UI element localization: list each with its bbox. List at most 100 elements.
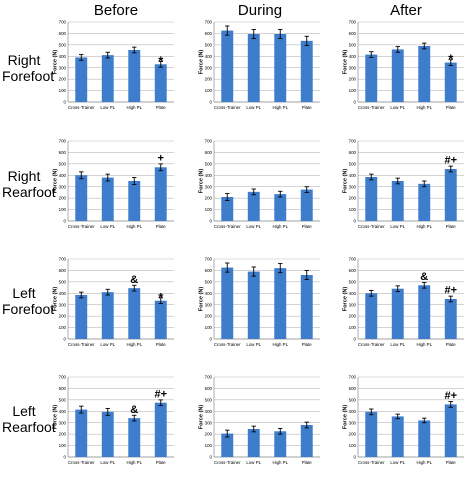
y-tick-label: 700 [205, 257, 213, 262]
y-tick-label: 400 [205, 409, 213, 414]
y-tick-label: 200 [349, 314, 357, 319]
y-tick-label: 0 [210, 455, 213, 460]
y-tick-label: 500 [59, 397, 67, 402]
bar [75, 175, 88, 221]
y-tick-label: 500 [59, 42, 67, 47]
y-tick-label: 400 [349, 409, 357, 414]
x-tick-label: Low PL [100, 224, 115, 229]
y-tick-label: 400 [205, 291, 213, 296]
y-tick-label: 600 [59, 268, 67, 273]
bar [274, 431, 287, 457]
x-tick-label: Low PL [390, 224, 405, 229]
x-tick-label: Cross-Trainer [68, 105, 95, 110]
y-tick-label: 400 [349, 54, 357, 59]
y-axis-label: Force (N) [199, 405, 205, 430]
y-tick-label: 500 [349, 42, 357, 47]
y-tick-label: 300 [349, 184, 357, 189]
bar [365, 54, 378, 102]
y-tick-label: 0 [354, 455, 357, 460]
bar [154, 402, 167, 457]
y-axis-label: Force (N) [199, 50, 205, 75]
y-tick-label: 300 [205, 65, 213, 70]
y-tick-label: 700 [349, 139, 357, 144]
y-tick-label: 0 [64, 455, 67, 460]
y-tick-label: 600 [349, 386, 357, 391]
y-axis-label: Force (N) [53, 405, 59, 430]
y-tick-label: 100 [349, 207, 357, 212]
bar [128, 288, 141, 339]
y-tick-label: 700 [205, 139, 213, 144]
x-tick-label: Plate [446, 224, 457, 229]
x-tick-label: Low PL [246, 460, 261, 465]
y-tick-label: 100 [349, 443, 357, 448]
y-tick-label: 600 [205, 31, 213, 36]
y-tick-label: 0 [354, 219, 357, 224]
significance-marker: * [158, 53, 164, 68]
y-tick-label: 500 [59, 161, 67, 166]
y-tick-label: 200 [205, 314, 213, 319]
y-tick-label: 100 [59, 443, 67, 448]
bar [128, 181, 141, 221]
y-tick-label: 400 [349, 291, 357, 296]
bar [418, 183, 431, 221]
y-tick-label: 300 [349, 420, 357, 425]
bar [444, 169, 457, 221]
row-header-line-1: Left [12, 403, 36, 419]
column-header-after: After [390, 2, 422, 19]
row-header-line-1: Right [7, 168, 41, 184]
bar-chart-panel: 0 100 200 300 400 500 600 700 Force (N) Cross-Tra… [199, 257, 320, 347]
row-header-line-2: Forefoot [2, 301, 55, 317]
significance-marker: #+ [444, 155, 457, 167]
row-header-line-2: Rearfoot [2, 184, 56, 200]
y-tick-label: 500 [205, 42, 213, 47]
y-tick-label: 0 [210, 100, 213, 105]
bar [300, 189, 313, 221]
bar [101, 177, 114, 221]
bar [300, 275, 313, 339]
x-tick-label: Cross-Trainer [214, 460, 241, 465]
x-tick-label: Low PL [390, 105, 405, 110]
y-tick-label: 100 [205, 88, 213, 93]
x-tick-label: Cross-Trainer [358, 342, 385, 347]
y-tick-label: 200 [205, 196, 213, 201]
x-tick-label: Plate [446, 460, 457, 465]
y-tick-label: 300 [349, 65, 357, 70]
bar-chart-panel: 0 100 200 300 400 500 600 700 Force (N) Cross-Tra… [53, 20, 174, 110]
y-tick-label: 0 [354, 337, 357, 342]
bar-chart-panel: 0 100 200 300 400 500 600 700 Force (N) Cross-Tra… [53, 375, 174, 465]
x-tick-label: Plate [446, 105, 457, 110]
x-tick-label: High PL [272, 342, 288, 347]
x-tick-label: Low PL [246, 105, 261, 110]
column-header-during: During [237, 2, 283, 19]
y-tick-label: 200 [205, 432, 213, 437]
bar [101, 292, 114, 339]
x-tick-label: Cross-Trainer [358, 460, 385, 465]
y-tick-label: 400 [205, 173, 213, 178]
x-tick-label: Low PL [100, 105, 115, 110]
bar [391, 181, 404, 221]
row-header-line-2: Rearfoot [2, 419, 56, 435]
y-tick-label: 200 [349, 196, 357, 201]
y-tick-label: 400 [59, 291, 67, 296]
bar [418, 285, 431, 339]
y-tick-label: 400 [59, 54, 67, 59]
x-tick-label: High PL [126, 460, 142, 465]
significance-marker: * [448, 52, 454, 67]
row-header-left-forefoot: Left Forefoot [2, 285, 55, 317]
x-tick-label: High PL [126, 224, 142, 229]
y-tick-label: 300 [205, 420, 213, 425]
bar [101, 55, 114, 102]
y-tick-label: 500 [349, 279, 357, 284]
y-tick-label: 600 [59, 386, 67, 391]
y-tick-label: 600 [59, 31, 67, 36]
y-axis-label: Force (N) [53, 169, 59, 194]
bar [75, 57, 88, 102]
y-axis-label: Force (N) [343, 287, 349, 312]
x-tick-label: Plate [156, 460, 167, 465]
y-tick-label: 200 [59, 432, 67, 437]
x-tick-label: High PL [126, 105, 142, 110]
y-tick-label: 500 [205, 279, 213, 284]
y-tick-label: 600 [349, 150, 357, 155]
y-tick-label: 500 [349, 161, 357, 166]
x-tick-label: High PL [272, 224, 288, 229]
